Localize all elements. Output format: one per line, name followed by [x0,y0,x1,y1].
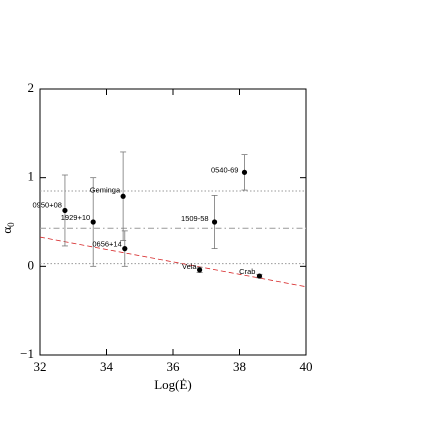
point-label: 0656+14 [92,240,121,249]
x-tick-label: 38 [233,359,246,374]
point-label: 1509-58 [181,214,209,223]
point [197,267,203,273]
point [90,219,96,225]
point-label: Geminga [90,185,121,194]
point-label: 1929+10 [61,213,90,222]
point [256,273,263,279]
plot-frame [39,88,307,356]
y-axis-label: α0 [0,222,16,234]
x-tick-label: 32 [34,359,47,374]
x-tick-label: 36 [167,359,181,374]
y-tick-label: 0 [28,257,35,272]
point [120,193,126,199]
y-axis-label-main: α [0,227,14,234]
y-axis-label-sub: 0 [6,222,16,227]
x-tick-label: 40 [300,359,313,374]
point-label: 0540-69 [211,165,239,174]
fit-line [39,236,307,288]
point [211,219,218,225]
point-label: Vela [182,262,197,271]
point [122,246,128,252]
x-axis-label: Log(Ė) [154,377,192,392]
x-tick-label: 34 [100,359,114,374]
y-tick-label: −1 [20,346,34,361]
point-label: 0950+08 [33,200,62,209]
point-label: Crab [239,267,255,276]
y-tick-label: 2 [28,80,35,95]
point [62,207,68,214]
point [241,169,248,175]
y-tick-label: 1 [28,169,35,184]
